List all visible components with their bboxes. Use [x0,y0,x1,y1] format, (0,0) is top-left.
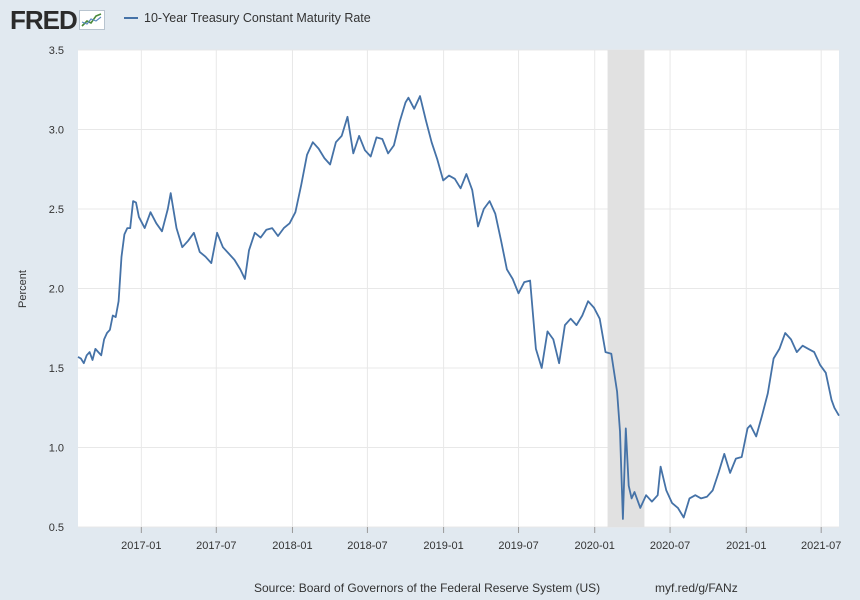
x-tick-label: 2017-01 [121,540,161,552]
y-tick-label: 3.0 [49,125,64,137]
y-tick-label: 3.5 [49,45,64,57]
legend-swatch [124,17,138,19]
series-line [77,95,840,520]
x-tick-label: 2018-01 [272,540,312,552]
x-tick-label: 2021-07 [801,540,841,552]
chart-footer: Source: Board of Governors of the Federa… [0,580,860,598]
legend[interactable]: 10-Year Treasury Constant Maturity Rate [124,11,371,25]
x-tick-label: 2020-01 [575,540,615,552]
y-tick-label: 0.5 [49,522,64,534]
y-tick-label: 2.5 [49,204,64,216]
x-tick-label: 2019-07 [498,540,538,552]
x-tick-label: 2018-07 [347,540,387,552]
logo-text: FRED [10,5,78,35]
y-tick-label: 1.0 [49,443,64,455]
x-tick-label: 2017-07 [196,540,236,552]
y-axis-label: Percent [17,270,29,308]
x-tick-label: 2021-01 [726,540,766,552]
y-tick-label: 1.5 [49,363,64,375]
logo-graph-icon [78,10,105,30]
x-tick-label: 2019-01 [423,540,463,552]
fred-logo[interactable]: FRED [10,6,105,34]
legend-label: 10-Year Treasury Constant Maturity Rate [144,11,371,25]
chart-header: FRED 10-Year Treasury Constant Maturity … [0,0,860,40]
y-tick-label: 2.0 [49,284,64,296]
recession-band [607,50,645,527]
short-url-link[interactable]: myf.red/g/FANz [655,581,738,595]
source-note: Source: Board of Governors of the Federa… [254,581,601,595]
x-tick-label: 2020-07 [650,540,690,552]
